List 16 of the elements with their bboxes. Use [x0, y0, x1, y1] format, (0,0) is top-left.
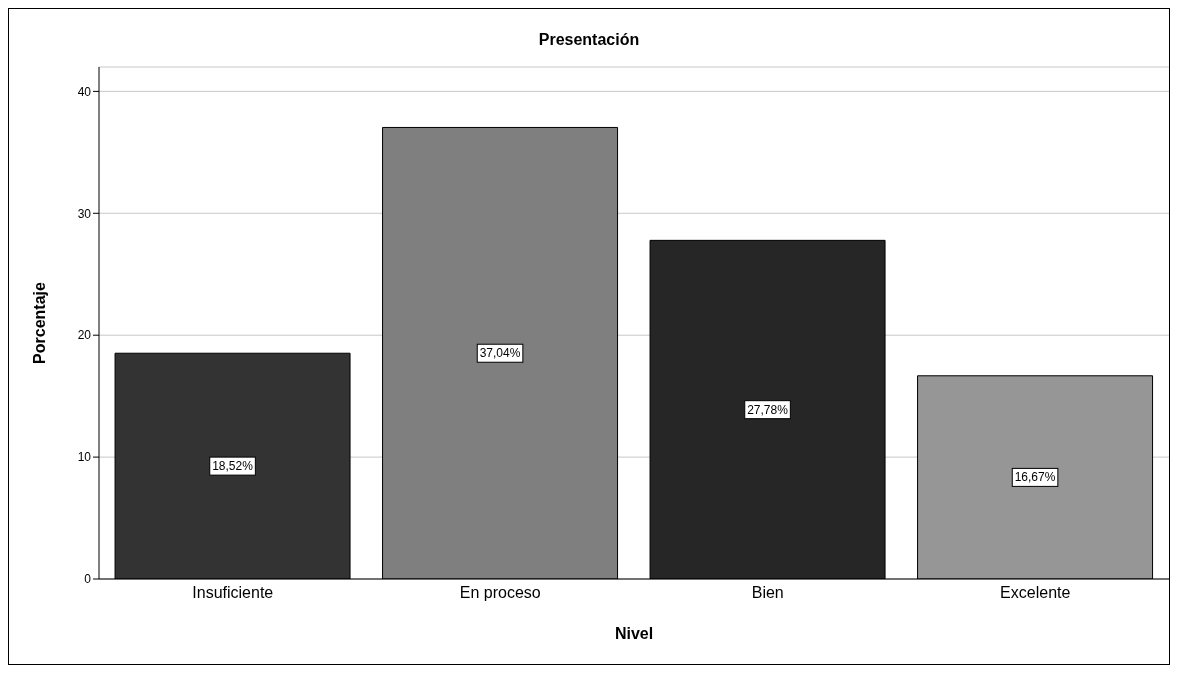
- x-axis-title: Nivel: [614, 625, 654, 642]
- y-tick-label: 20: [77, 328, 92, 343]
- data-label: 37,04%: [479, 346, 521, 361]
- x-tick-label: Insuficiente: [192, 584, 274, 602]
- x-tick-label: En proceso: [459, 584, 541, 602]
- y-axis-title: Porcentaje: [30, 281, 48, 364]
- x-tick-label: Bien: [751, 584, 784, 602]
- y-tick-label: 40: [77, 84, 92, 99]
- y-tick-label: 30: [77, 206, 92, 221]
- chart-title: Presentación: [537, 31, 641, 49]
- y-tick-label: 10: [77, 450, 92, 465]
- x-tick-label: Excelente: [1000, 584, 1071, 602]
- y-tick-label: 0: [84, 572, 92, 587]
- data-label: 27,78%: [747, 402, 789, 417]
- data-label: 18,52%: [212, 459, 254, 474]
- data-label: 16,67%: [1014, 470, 1056, 485]
